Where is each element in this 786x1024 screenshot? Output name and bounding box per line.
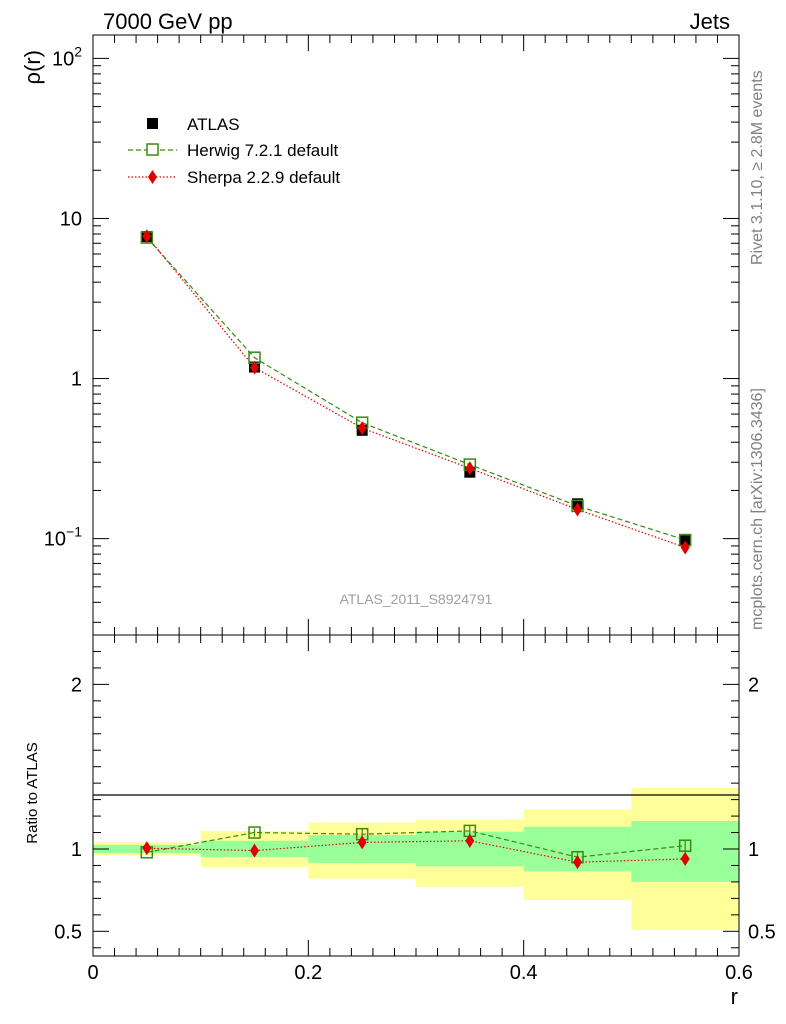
sherpa-ratio-line (146, 840, 686, 863)
legend-herwig-label: Herwig 7.2.1 default (187, 141, 338, 160)
ratio-y-tick-label: 2 (71, 674, 82, 696)
sherpa-data-point (250, 360, 259, 375)
legend: ATLAS Herwig 7.2.1 default Sherpa 2.2.9 … (128, 115, 340, 187)
main-y-axis-label: ρ(r) (20, 50, 45, 85)
rivet-version-label: Rivet 3.1.10, ≥ 2.8M events (749, 70, 766, 265)
sherpa-ratio-point (465, 833, 475, 848)
main-y-tick-label-exponent: 2 (74, 43, 82, 59)
herwig-ratio-point (678, 839, 692, 852)
legend-sherpa-marker (148, 170, 157, 184)
main-series-layer (140, 229, 692, 555)
main-y-tick-label: 102 (52, 43, 82, 70)
sherpa-series-line (146, 235, 686, 549)
sherpa-data-point (573, 502, 582, 517)
ratio-plot-panel: 2 21 10.5 0.50 0.2 0.4 0.6 Ratio to ATLAS r (24, 634, 776, 1009)
main-y-tick-label: 10 (60, 208, 82, 230)
main-y-tick-label-base: 10 (44, 529, 66, 551)
main-y-tick-label-exponent: −1 (66, 524, 82, 540)
ratio-plot-frame (92, 634, 740, 957)
ratio-x-tick-label: 0.2 (294, 962, 322, 984)
herwig-series-line (146, 237, 686, 541)
herwig-ratio-line (146, 830, 686, 858)
sherpa-data-point (680, 540, 690, 555)
analysis-watermark: ATLAS_2011_S8924791 (340, 591, 493, 607)
legend-atlas-label: ATLAS (187, 115, 240, 134)
ratio-x-tick-label: 0.6 (725, 962, 753, 984)
ratio-y-tick-label-right: 0.5 (748, 921, 776, 943)
ratio-x-tick-label: 0 (87, 962, 98, 984)
sherpa-ratio-point (250, 843, 259, 858)
legend-herwig-marker (146, 143, 159, 156)
main-y-tick-label: 1 (71, 369, 82, 391)
sherpa-ratio-point (357, 835, 367, 850)
herwig-ratio-point (248, 826, 261, 839)
sherpa-ratio-point (573, 855, 582, 870)
main-y-tick-label: 10−1 (44, 524, 82, 551)
ratio-y-tick-label: 0.5 (54, 921, 82, 943)
main-y-tick-label-base: 10 (52, 48, 74, 70)
ratio-uncertainty-bands (93, 788, 739, 930)
ratio-y-tick-label: 1 (71, 839, 82, 861)
legend-atlas-marker (147, 118, 158, 129)
ratio-series-layer (140, 824, 692, 870)
ratio-y-tick-label-right: 2 (748, 674, 759, 696)
sherpa-data-point (357, 421, 367, 436)
header-right-label: Jets (690, 9, 730, 34)
sherpa-ratio-point (142, 841, 152, 856)
sherpa-data-point (465, 461, 475, 476)
legend-sherpa-label: Sherpa 2.2.9 default (187, 168, 340, 187)
sherpa-ratio-point (680, 851, 690, 866)
ratio-y-tick-label-right: 1 (748, 839, 759, 861)
ratio-x-tick-label: 0.4 (510, 962, 538, 984)
header-left-label: 7000 GeV pp (103, 9, 233, 34)
sherpa-data-point (142, 229, 152, 244)
ratio-x-axis-label: r (731, 984, 738, 1009)
ratio-y-axis-label: Ratio to ATLAS (24, 742, 41, 843)
mcplots-label: mcplots.cern.ch [arXiv:1306.3436] (749, 388, 766, 630)
ratio-axis-ticks: 2 21 10.5 0.50 0.2 0.4 0.6 (54, 635, 776, 984)
